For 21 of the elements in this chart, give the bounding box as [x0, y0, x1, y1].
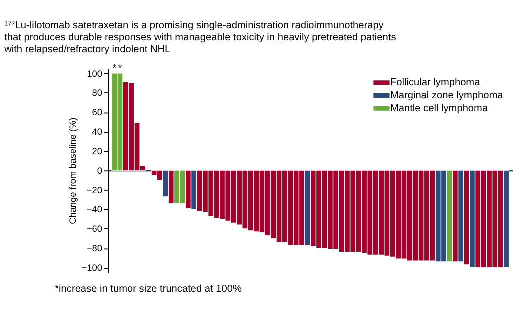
- y-tick-label: −20: [86, 185, 102, 196]
- legend-label: Mantle cell lymphoma: [390, 103, 488, 114]
- y-tick-label: −100: [82, 262, 102, 273]
- text: that produces durable responses with manageable toxicity in heavily pretreated patients: [4, 32, 396, 44]
- legend-label: Follicular lymphoma: [390, 78, 481, 89]
- y-tick-label: 80: [92, 88, 102, 98]
- data-label: *: [118, 64, 122, 75]
- y-tick-label: −80: [86, 244, 102, 254]
- y-axis-title: Change from baseline (%): [68, 118, 78, 224]
- y-tick-label: 20: [92, 146, 102, 156]
- y-tick-label: 0: [97, 166, 102, 176]
- text: *increase in tumor size truncated at 100%: [55, 284, 242, 295]
- text: with relapsed/refractory indolent NHL: [4, 44, 171, 56]
- data-label: *: [112, 64, 117, 75]
- text: ¹⁷⁷Lu-lilotomab satetraxetan is a promising single-administration radioimmunotherapy: [4, 20, 384, 32]
- y-tick-label: 40: [92, 127, 102, 138]
- y-tick-label: −60: [86, 224, 102, 234]
- y-tick-label: 60: [92, 108, 102, 118]
- legend-label: Marginal zone lymphoma: [390, 90, 504, 102]
- y-tick-label: −40: [86, 204, 102, 215]
- y-tick-label: 100: [87, 68, 102, 79]
